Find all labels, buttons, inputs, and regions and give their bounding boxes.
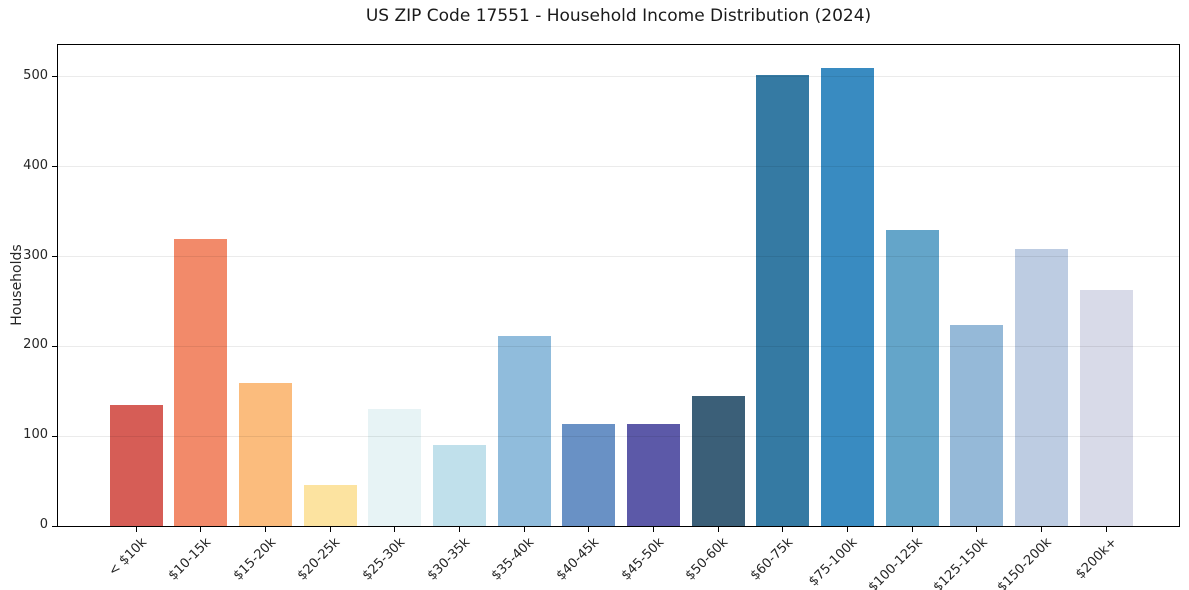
bar-200k — [1079, 289, 1133, 526]
x-tick-label-14: $125-150k — [930, 535, 991, 590]
x-tick-label-4: $20-25k — [295, 535, 344, 584]
y-tick-mark — [52, 76, 57, 78]
x-tick-label-10: $50-60k — [683, 535, 732, 584]
x-tick-label-9: $45-50k — [618, 535, 667, 584]
y-tick-label-200: 200 — [23, 337, 48, 353]
x-tick-mark — [329, 527, 331, 532]
x-tick-label-7: $35-40k — [489, 535, 538, 584]
bar-20-25k — [303, 484, 357, 526]
y-tick-label-100: 100 — [23, 427, 48, 443]
x-tick-mark — [976, 527, 978, 532]
x-tick-mark — [1040, 527, 1042, 532]
gridline-y-400 — [58, 166, 1179, 168]
y-tick-label-400: 400 — [23, 157, 48, 173]
gridline-y-500 — [58, 76, 1179, 78]
x-tick-mark — [588, 527, 590, 532]
y-tick-mark — [52, 435, 57, 437]
bar-30-35k — [432, 445, 486, 526]
y-tick-mark — [52, 345, 57, 347]
x-tick-label-3: $15-20k — [230, 535, 279, 584]
bar-100-125k — [885, 229, 939, 526]
x-tick-mark — [458, 527, 460, 532]
x-tick-label-5: $25-30k — [359, 535, 409, 584]
bar-25-30k — [368, 409, 422, 526]
gridline-y-200 — [58, 345, 1179, 347]
x-tick-label-15: $150-200k — [994, 535, 1055, 590]
y-tick-label-300: 300 — [23, 247, 48, 263]
bar-40-45k — [562, 423, 616, 526]
bar-35-40k — [497, 335, 551, 526]
bar-10-15k — [174, 239, 228, 526]
y-tick-label-500: 500 — [23, 67, 48, 83]
x-tick-label-1: < $10k — [105, 535, 150, 580]
bar-10k — [109, 404, 163, 526]
bar-15-20k — [238, 383, 292, 526]
bar-125-150k — [950, 324, 1004, 526]
x-tick-mark — [652, 527, 654, 532]
x-tick-mark — [911, 527, 913, 532]
x-tick-label-6: $30-35k — [424, 535, 473, 584]
y-tick-label-0: 0 — [39, 517, 48, 532]
x-tick-label-8: $40-45k — [553, 535, 603, 584]
bar-75-100k — [820, 67, 874, 526]
x-tick-mark — [200, 527, 202, 532]
x-tick-mark — [717, 527, 719, 532]
x-tick-label-16: $200k+ — [1072, 535, 1120, 583]
x-tick-label-13: $100-125k — [865, 535, 926, 590]
plot-area: < $10k $10-15k $15-20k $20-25k $25-30k $30-35… — [52, 44, 1180, 590]
x-tick-mark — [846, 527, 848, 532]
y-tick-mark — [52, 525, 57, 527]
x-tick-label-12: $75-100k — [806, 535, 861, 590]
x-tick-label-2: $10-15k — [165, 535, 215, 584]
y-tick-mark — [52, 256, 57, 258]
x-tick-mark — [782, 527, 784, 532]
gridline-y-100 — [58, 435, 1179, 437]
x-tick-mark — [135, 527, 137, 532]
chart-title: US ZIP Code 17551 - Household Income Dis… — [365, 6, 872, 26]
y-tick-mark — [52, 166, 57, 168]
gridline-y-300 — [58, 256, 1179, 258]
x-tick-mark — [523, 527, 525, 532]
x-tick-mark — [1105, 527, 1107, 532]
bar-45-50k — [626, 423, 680, 526]
x-tick-mark — [264, 527, 266, 532]
x-tick-label-11: $60-75k — [747, 535, 797, 584]
bar-150-200k — [1014, 249, 1068, 526]
bar-50-60k — [691, 395, 745, 526]
x-tick-mark — [394, 527, 396, 532]
bar-60-75k — [756, 75, 810, 526]
